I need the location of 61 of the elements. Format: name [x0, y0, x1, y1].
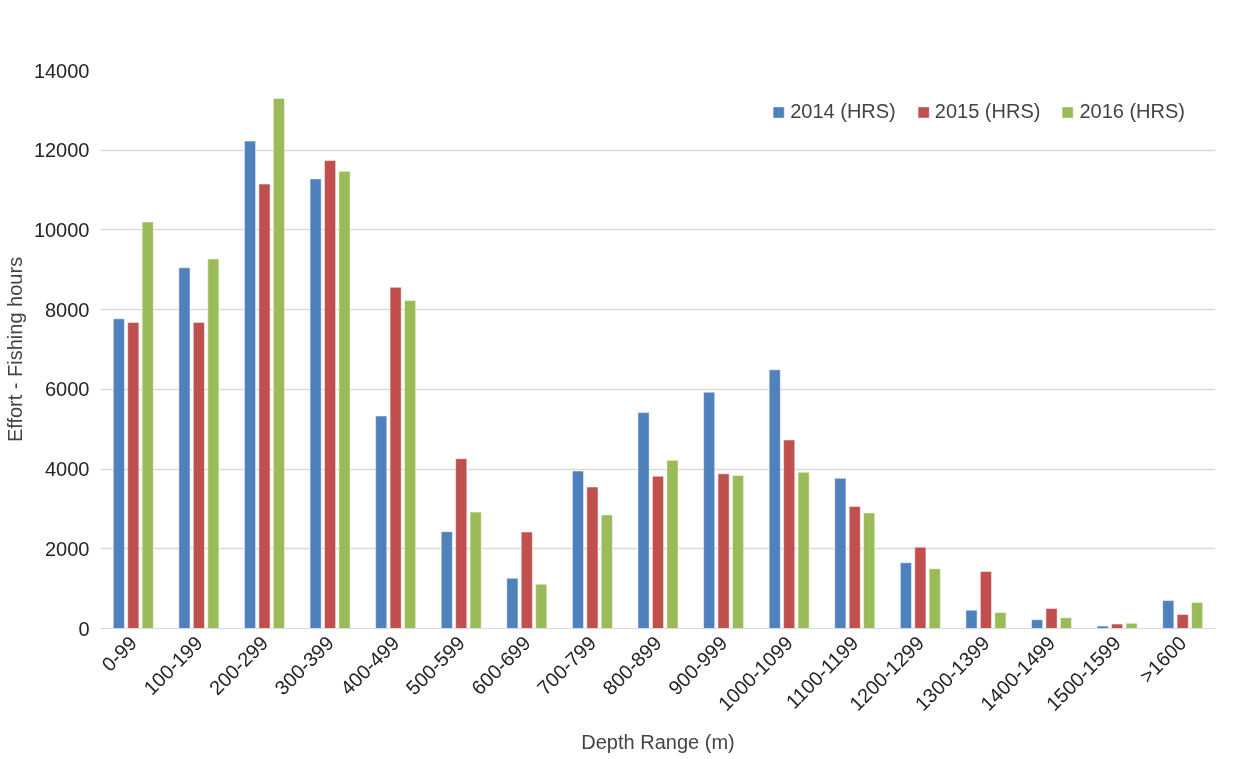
- bar: [980, 571, 992, 629]
- legend-label: 2016 (HRS): [1079, 100, 1185, 123]
- bar: [521, 531, 533, 629]
- bar: [506, 578, 519, 629]
- bar: [703, 391, 715, 629]
- y-tick-label: 2000: [45, 537, 90, 560]
- bar: [1060, 617, 1072, 629]
- bar: [244, 140, 256, 629]
- bar: [928, 568, 941, 629]
- y-axis-title: Effort - Fishing hours: [3, 256, 26, 443]
- bar: [900, 562, 912, 629]
- y-tick-label: 10000: [33, 218, 90, 241]
- bar: [1191, 602, 1203, 629]
- bar: [783, 439, 795, 629]
- bar: [309, 178, 322, 629]
- y-tick-label: 8000: [45, 298, 90, 321]
- bar: [666, 460, 679, 629]
- bar: [193, 322, 205, 629]
- x-tick-label: 0-99: [97, 631, 142, 676]
- bar: [848, 506, 861, 629]
- bar: [1045, 608, 1058, 629]
- bar: [1125, 623, 1138, 629]
- bar: [324, 160, 336, 629]
- bar: [1096, 625, 1109, 629]
- bar: [586, 486, 599, 629]
- bar: [469, 511, 482, 629]
- bar: [1111, 623, 1123, 629]
- bar: [717, 473, 730, 629]
- bar: [455, 458, 468, 629]
- bar: [834, 477, 847, 629]
- y-tick-label: 0: [78, 617, 90, 640]
- bar: [535, 584, 548, 629]
- bar: [389, 287, 402, 629]
- bar: [637, 412, 650, 629]
- bar: [178, 267, 191, 629]
- bar: [338, 171, 351, 629]
- bar: [572, 470, 584, 629]
- bar: [652, 476, 664, 629]
- y-tick-label: 12000: [33, 139, 90, 162]
- legend-label: 2014 (HRS): [790, 100, 896, 123]
- bar: [965, 609, 978, 629]
- bar: [732, 475, 744, 629]
- y-tick-label: 14000: [33, 59, 90, 82]
- bar: [207, 258, 220, 629]
- bar: [440, 531, 453, 629]
- bar: [914, 546, 927, 629]
- x-axis-title: Depth Range (m): [581, 730, 735, 753]
- y-tick-label: 6000: [45, 378, 90, 401]
- bar: [768, 369, 781, 629]
- bar: [375, 415, 388, 629]
- bar: [994, 612, 1007, 629]
- bar: [863, 512, 876, 629]
- bar: [404, 300, 416, 629]
- bar: [601, 514, 613, 629]
- bar: [273, 98, 285, 629]
- legend-label: 2015 (HRS): [934, 100, 1041, 123]
- bar: [797, 472, 810, 629]
- bar: [113, 318, 125, 629]
- bar: [1031, 619, 1043, 629]
- bar: [258, 183, 271, 629]
- y-tick-label: 4000: [45, 458, 90, 481]
